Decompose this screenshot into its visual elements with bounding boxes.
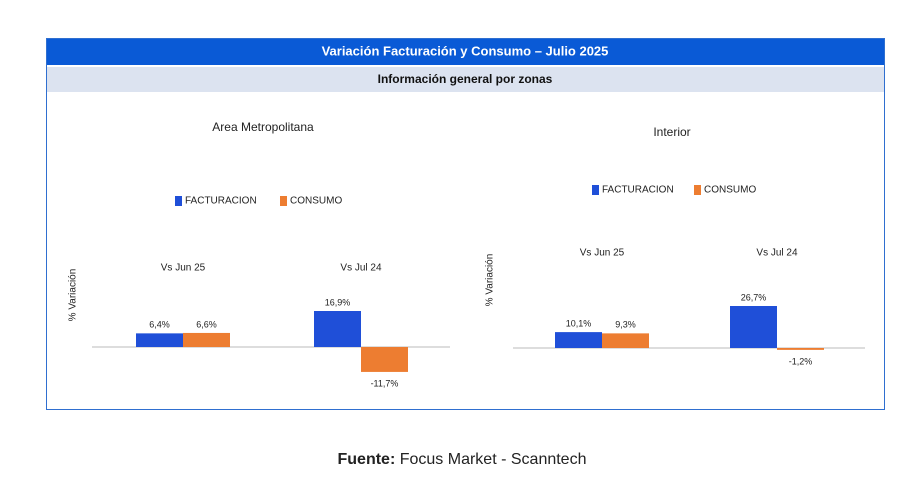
legend-label: FACTURACION [602,185,674,196]
subtitle-bar [47,67,884,92]
source-text: Focus Market - Scanntech [400,451,587,468]
y-axis-label: % Variación [485,254,496,307]
legend-label: FACTURACION [185,196,257,207]
y-axis-label: % Variación [68,269,79,322]
bar [183,332,230,347]
title-bar [47,39,884,65]
bar [777,348,824,350]
bar [555,332,602,348]
legend-swatch [694,185,701,195]
legend-swatch [592,185,599,195]
bar [602,333,649,348]
legend-swatch [175,196,182,206]
value-label: 6,6% [196,319,217,329]
source-label: Fuente: [338,451,396,468]
legend-label: CONSUMO [704,185,756,196]
value-label: 6,4% [149,320,170,330]
chart-title: Area Metropolitana [212,120,314,134]
value-label: 16,9% [325,297,351,307]
bar [136,333,183,347]
panel-subtitle: Información general por zonas [378,72,553,86]
category-label: Vs Jul 24 [340,263,382,274]
category-label: Vs Jun 25 [580,248,625,259]
bar [730,306,777,348]
value-label: -11,7% [371,378,399,388]
value-label: 10,1% [566,318,592,328]
category-label: Vs Jun 25 [161,263,206,274]
value-label: 26,7% [741,292,767,302]
bar [314,311,361,347]
category-label: Vs Jul 24 [756,248,798,259]
value-label: -1,2% [789,356,813,366]
bar [361,347,408,372]
legend-swatch [280,196,287,206]
chart-title: Interior [653,125,690,139]
panel-border [46,38,885,410]
panel-title: Variación Facturación y Consumo – Julio … [322,43,609,58]
value-label: 9,3% [615,320,636,330]
source: Fuente: Focus Market - Scanntech [338,451,587,468]
legend-label: CONSUMO [290,196,342,207]
